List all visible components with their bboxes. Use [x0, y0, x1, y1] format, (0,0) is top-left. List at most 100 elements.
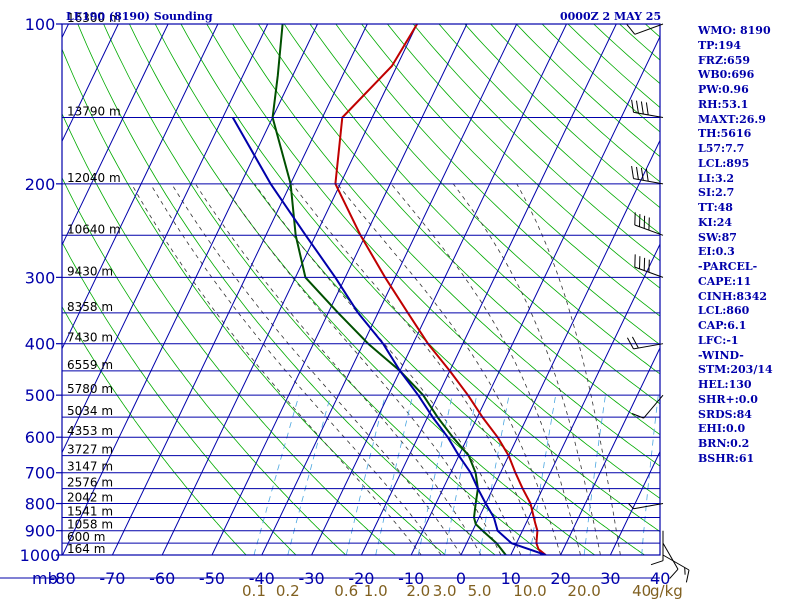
isotherm [360, 24, 617, 555]
height-label: 164 m [67, 542, 105, 556]
index-item: CINH:8342 [698, 289, 768, 303]
sounding-title: LE190 (8190) Sounding [66, 10, 213, 23]
index-item: TH:5616 [698, 127, 752, 141]
temperature-tick-label: -50 [199, 569, 225, 588]
isotherm [62, 24, 269, 454]
isotherm [211, 24, 468, 555]
temperature-tick-label: -70 [99, 569, 125, 588]
height-label: 7430 m [67, 331, 113, 345]
moist-adiabat [171, 183, 462, 555]
mixing-ratio-label: 0.6 [334, 582, 358, 600]
index-item: LCL:860 [698, 304, 750, 318]
index-item: RH:53.1 [698, 97, 749, 111]
index-item: LFC:-1 [698, 333, 739, 347]
temperature-tick-label: 20 [550, 569, 570, 588]
isotherm [0, 24, 19, 555]
height-label: 8358 m [67, 300, 113, 314]
index-item: SI:2.7 [698, 186, 735, 200]
moist-adiabat [516, 183, 621, 555]
index-item: SRDS:84 [698, 407, 752, 421]
pressure-tick-label: 100 [25, 15, 56, 34]
height-label: 6559 m [67, 358, 113, 372]
isotherm [460, 139, 660, 555]
height-label: 3727 m [67, 443, 113, 457]
isotherm [609, 450, 660, 555]
isotherm [510, 243, 660, 555]
index-item: CAP:6.1 [698, 319, 747, 332]
height-label: 10640 m [67, 222, 121, 236]
index-item: WB0:696 [698, 68, 755, 82]
index-item: -WIND- [698, 348, 744, 362]
mixing-ratio-label: 5.0 [468, 582, 492, 600]
isotherm [111, 24, 368, 555]
sounding-datetime: 0000Z 2 MAY 25 [560, 10, 662, 23]
index-item: STM:203/14 [698, 363, 773, 377]
isotherm [62, 24, 219, 350]
pressure-tick-label: 200 [25, 175, 56, 194]
indices-list: WMO: 8190 TP:194 FRZ:659 WB0:696 PW:0.96 RH:5… [698, 24, 773, 467]
temperature-tick-label: -40 [249, 569, 275, 588]
wind-barb [631, 394, 664, 419]
isotherm [62, 24, 169, 247]
wind-barb [631, 166, 664, 185]
pressure-tick-label: 400 [25, 335, 56, 354]
axis-units-label: mb [32, 569, 58, 588]
height-label: 5034 m [67, 404, 113, 418]
isotherm [62, 24, 318, 555]
mixing-ratio-unit: g/kg [650, 582, 683, 600]
height-label: 9430 m [67, 264, 113, 278]
index-item: FRZ:659 [698, 53, 751, 67]
isotherm [560, 346, 660, 555]
moist-adiabat [222, 183, 502, 555]
pressure-tick-label: 800 [25, 495, 56, 514]
temperature-tick-label: 30 [600, 569, 620, 588]
index-item: WMO: 8190 [698, 24, 771, 37]
pressure-tick-label: 600 [25, 428, 56, 447]
index-item: BRN:0.2 [698, 437, 750, 450]
moist-adiabat [336, 183, 561, 555]
wind-barb [634, 212, 664, 236]
height-label: 1058 m [67, 518, 113, 532]
mixing-ratio-label: 3.0 [433, 582, 457, 600]
temperature-tick-label: -80 [50, 569, 76, 588]
mixing-ratio-label: 40 [632, 582, 651, 600]
index-item: L57:7.7 [698, 142, 745, 155]
mixing-ratio-label: 0.2 [276, 582, 300, 600]
index-item: EI:0.3 [698, 245, 735, 259]
temperature-tick-label: 0 [456, 569, 466, 588]
height-label: 3147 m [67, 460, 113, 474]
index-item: KI:24 [698, 215, 733, 229]
mixing-ratio-label: 20.0 [567, 582, 600, 600]
wind-barb [650, 530, 664, 566]
sounding-trace-3 [231, 117, 547, 555]
wind-barb [634, 254, 664, 278]
mixing-ratio-label: 10.0 [513, 582, 546, 600]
isotherm [311, 24, 567, 555]
index-item: CAPE:11 [698, 274, 752, 288]
wind-barb [626, 336, 664, 350]
height-label: 1541 m [67, 505, 113, 519]
height-label: 4353 m [67, 424, 113, 438]
pressure-tick-label: 300 [25, 268, 56, 287]
plot-frame [61, 23, 661, 556]
isotherm [410, 35, 660, 555]
temperature-tick-label: -20 [348, 569, 374, 588]
pressure-tick-label: 900 [25, 522, 56, 541]
index-item: TT:48 [698, 201, 733, 214]
temperature-tick-label: -60 [149, 569, 175, 588]
index-item: EHI:0.0 [698, 422, 746, 436]
temperature-tick-label: 10 [501, 569, 521, 588]
height-label: 12040 m [67, 171, 121, 185]
index-item: SW:87 [698, 230, 737, 244]
isotherm [261, 24, 518, 555]
dry-adiabat [180, 24, 660, 533]
index-item: -PARCEL- [698, 260, 758, 273]
mixing-ratio-label: 0.1 [242, 582, 266, 600]
index-item: SHR+:0.0 [698, 392, 758, 406]
height-label: 16300 m [67, 11, 121, 25]
wind-barb [626, 23, 664, 35]
index-item: LI:3.2 [698, 171, 735, 185]
height-label: 2042 m [67, 491, 113, 505]
sounding-trace-1 [334, 24, 547, 555]
